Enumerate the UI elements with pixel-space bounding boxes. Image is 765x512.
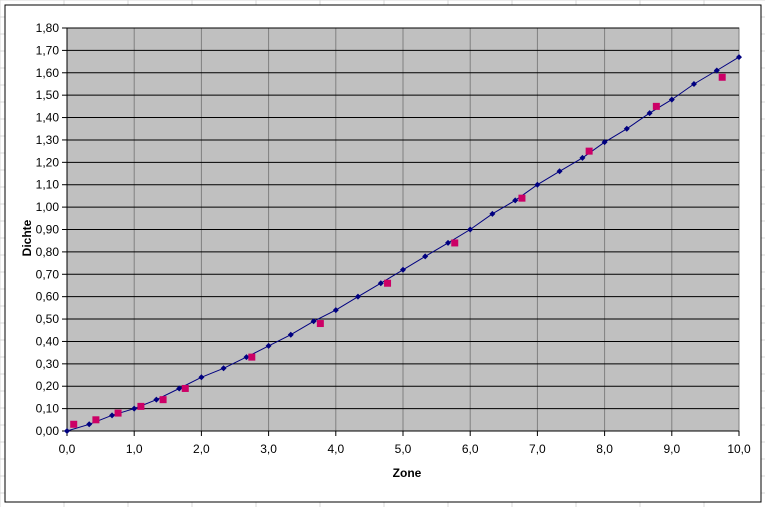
series-1-markers [64, 54, 742, 434]
diamond-point [265, 342, 272, 349]
y-tick-label: 0,60 [36, 290, 60, 304]
axes [62, 27, 740, 436]
diamond-point [556, 168, 563, 175]
diamond-point [489, 210, 496, 217]
diamond-point [579, 154, 586, 161]
square-point [384, 279, 392, 287]
x-tick-label: 4,0 [327, 442, 344, 456]
diamond-point [287, 331, 294, 338]
y-tick-labels: 0,00 0,10 0,20 0,30 0,40 0,50 0,60 0,70 0,80 0,90… [36, 21, 60, 438]
diamond-point [713, 67, 720, 74]
y-tick-label: 0,90 [36, 223, 60, 237]
x-tick-label: 10,0 [727, 442, 751, 456]
x-tick-label: 9,0 [663, 442, 680, 456]
x-axis-title: Zone [393, 466, 422, 480]
square-point [585, 147, 593, 155]
y-tick-label: 1,20 [36, 155, 60, 169]
x-tick-label: 0,0 [59, 442, 76, 456]
y-tick-label: 0,30 [36, 357, 60, 371]
y-tick-label: 0,40 [36, 334, 60, 348]
y-axis-title: Dichte [20, 219, 34, 256]
diamond-point [131, 405, 138, 412]
diamond-point [623, 125, 630, 132]
y-tick-label: 0,80 [36, 245, 60, 259]
diamond-point [512, 197, 519, 204]
series-2-markers [70, 73, 726, 428]
y-tick-label: 1,40 [36, 111, 60, 125]
x-tick-label: 5,0 [395, 442, 412, 456]
diamond-point [736, 54, 742, 61]
y-tick-label: 0,20 [36, 379, 60, 393]
diamond-point [310, 318, 317, 325]
y-tick-label: 0,70 [36, 267, 60, 281]
x-tick-labels: 0,0 1,0 2,0 3,0 4,0 5,0 6,0 7,0 8,0 9,0 10,0 [59, 442, 751, 456]
square-point [718, 73, 726, 81]
y-tick-label: 0,50 [36, 312, 60, 326]
y-tick-label: 0,00 [36, 424, 60, 438]
square-point [451, 239, 459, 247]
square-point [70, 420, 78, 428]
diamond-point [646, 110, 653, 117]
square-point [114, 409, 122, 417]
diamond-point [668, 96, 675, 103]
x-tick-label: 1,0 [126, 442, 143, 456]
diamond-point [332, 307, 339, 314]
y-tick-label: 1,10 [36, 178, 60, 192]
square-point [92, 416, 100, 424]
square-point [652, 102, 660, 110]
diamond-point [220, 365, 227, 372]
diamond-point [601, 139, 608, 146]
y-tick-label: 1,00 [36, 200, 60, 214]
diamond-point [690, 80, 697, 87]
diamond-point [377, 280, 384, 287]
x-tick-label: 3,0 [260, 442, 277, 456]
square-point [248, 353, 256, 361]
diamond-point [534, 181, 541, 188]
diamond-point [86, 421, 93, 428]
diamond-point [64, 428, 70, 434]
diamond-point [109, 412, 116, 419]
y-tick-label: 0,10 [36, 402, 60, 416]
diamond-point [467, 226, 474, 233]
square-point [181, 384, 189, 392]
diamond-point [400, 266, 406, 273]
y-tick-label: 1,80 [36, 21, 60, 35]
diamond-point [354, 293, 361, 300]
diamond-point [243, 354, 250, 361]
diamond-point [445, 239, 452, 246]
square-point [518, 194, 526, 202]
square-point [159, 396, 167, 404]
y-tick-label: 1,70 [36, 43, 60, 57]
square-point [137, 402, 145, 410]
x-tick-label: 7,0 [529, 442, 546, 456]
y-tick-label: 1,50 [36, 88, 60, 102]
x-tick-label: 8,0 [596, 442, 613, 456]
x-tick-label: 6,0 [462, 442, 479, 456]
diamond-point [422, 253, 429, 260]
square-point [316, 320, 324, 328]
x-tick-label: 2,0 [193, 442, 210, 456]
diamond-point [176, 385, 183, 392]
diamond-point [198, 374, 205, 381]
y-tick-label: 1,60 [36, 66, 60, 80]
y-tick-label: 1,30 [36, 133, 60, 147]
diamond-point [153, 396, 160, 403]
